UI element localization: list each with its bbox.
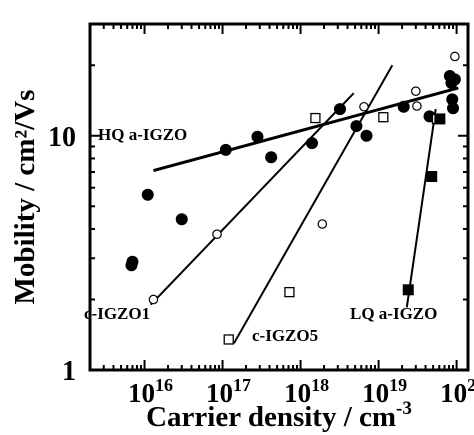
data-point-series-2 (223, 334, 234, 345)
data-point-series-0 (397, 100, 410, 113)
data-point-series-1 (450, 51, 460, 62)
axis-layer: 1016 1017 1018 1019 1020 1 10 Carrier density /… (9, 22, 474, 433)
data-point-series-0 (350, 120, 363, 133)
data-point-series-2 (378, 112, 389, 123)
x-tick-label: 1016 (128, 375, 173, 408)
series-label-3: LQ a-IGZO (350, 304, 437, 323)
series-label-1: c-IGZO1 (84, 304, 150, 323)
plot-frame (88, 22, 470, 372)
fit-lines-layer (149, 64, 459, 344)
data-point-series-0 (251, 130, 264, 143)
data-points-layer (125, 51, 461, 345)
x-tick-label: 1017 (206, 375, 251, 408)
fit-line-series-1 (149, 92, 355, 306)
data-point-series-1 (317, 219, 328, 229)
data-point-series-1 (212, 229, 222, 239)
data-point-series-0 (333, 103, 346, 116)
data-point-series-2 (284, 286, 295, 298)
series-label-2: c-IGZO5 (252, 326, 318, 345)
data-point-series-1 (411, 86, 421, 96)
data-point-series-0 (265, 151, 278, 164)
data-point-series-1 (359, 101, 369, 112)
x-tick-label: 1019 (362, 375, 407, 408)
data-point-series-1 (148, 294, 159, 305)
y-tick-label: 10 (48, 122, 76, 153)
fit-line-series-2 (233, 64, 394, 344)
series-label-0: HQ a-IGZO (98, 125, 187, 144)
x-tick-label: 1018 (284, 375, 329, 408)
y-tick-label: 1 (62, 356, 76, 387)
data-point-series-3 (434, 113, 446, 125)
data-point-series-0 (305, 137, 318, 150)
data-point-series-0 (360, 129, 373, 142)
fit-line-series-0 (153, 86, 459, 173)
data-point-series-0 (141, 188, 154, 201)
x-tick-label: 1020 (440, 375, 474, 408)
data-point-series-2 (310, 112, 321, 124)
x-axis-title: Carrier density / cm-3 (146, 398, 412, 433)
annotation-layer: HQ a-IGZO c-IGZO1 c-IGZO5 LQ a-IGZO (84, 125, 437, 345)
fit-line-series-3 (405, 108, 437, 308)
data-point-series-0 (448, 73, 461, 86)
data-point-series-3 (426, 171, 438, 183)
data-point-series-0 (126, 255, 139, 268)
data-point-series-0 (447, 102, 460, 115)
data-point-series-1 (412, 101, 422, 111)
data-point-series-3 (402, 284, 414, 296)
data-point-series-0 (175, 213, 188, 226)
data-point-series-0 (219, 143, 232, 156)
y-axis-title: Mobility / cm²/Vs (9, 90, 41, 305)
